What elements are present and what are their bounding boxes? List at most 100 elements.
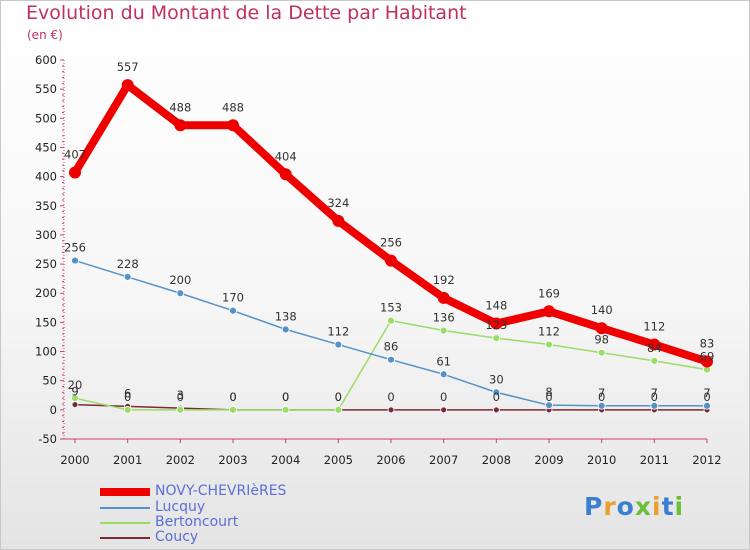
data-point — [545, 340, 553, 349]
x-tick-label: 2011 — [640, 453, 669, 467]
data-point — [437, 291, 450, 304]
data-label: 138 — [275, 309, 297, 323]
data-label: 148 — [485, 299, 507, 313]
logo-letter: o — [616, 492, 635, 521]
y-tick-label: 300 — [35, 228, 57, 242]
data-point — [439, 326, 448, 335]
data-label: 140 — [591, 303, 613, 317]
data-point — [123, 405, 132, 414]
data-point — [648, 338, 661, 351]
data-label: 112 — [643, 320, 665, 334]
data-point — [492, 388, 501, 397]
data-point — [440, 406, 448, 414]
data-point — [174, 119, 187, 132]
legend-label: Coucy — [155, 529, 199, 545]
data-point — [121, 79, 134, 92]
data-point — [123, 273, 132, 281]
data-point — [69, 166, 81, 179]
data-label: 153 — [380, 301, 402, 315]
data-point — [387, 355, 395, 364]
data-point — [176, 289, 185, 298]
data-point — [281, 325, 290, 334]
data-point — [701, 355, 713, 368]
logo-letter: i — [652, 492, 662, 521]
data-label: 256 — [64, 241, 86, 255]
data-label: 9 — [71, 385, 78, 399]
data-label: 256 — [380, 236, 402, 250]
logo-letter: P — [584, 492, 604, 521]
x-tick-label: 2010 — [587, 453, 616, 467]
y-tick-label: 350 — [35, 199, 57, 213]
data-point — [650, 401, 659, 410]
data-label: 0 — [335, 390, 342, 404]
data-label: 0 — [493, 390, 500, 404]
x-tick-label: 2009 — [534, 453, 563, 467]
data-label: 7 — [703, 386, 710, 400]
x-tick-label: 2007 — [429, 453, 458, 467]
data-label: 20 — [68, 378, 83, 392]
y-tick-label: 450 — [35, 140, 57, 154]
data-label: 192 — [433, 273, 455, 287]
data-label: 7 — [598, 386, 605, 400]
data-label: 30 — [489, 372, 504, 386]
data-label: 488 — [169, 100, 191, 114]
data-label: 83 — [700, 336, 715, 350]
y-tick-label: 400 — [35, 170, 57, 184]
data-point — [387, 406, 395, 414]
data-point — [385, 254, 397, 267]
data-label: 0 — [335, 390, 342, 404]
data-label: 69 — [700, 350, 715, 364]
x-tick-label: 2005 — [324, 453, 353, 467]
data-point — [597, 348, 606, 357]
data-point — [71, 256, 79, 265]
data-label: 136 — [433, 311, 455, 325]
data-label: 404 — [275, 149, 297, 163]
data-label: 0 — [703, 390, 710, 404]
y-tick-label: 200 — [35, 286, 57, 300]
data-point — [490, 317, 503, 330]
data-label: 488 — [222, 100, 244, 114]
data-label: 61 — [436, 354, 451, 368]
data-point — [176, 405, 185, 414]
data-label: 123 — [485, 318, 507, 332]
data-point — [229, 306, 237, 315]
data-point — [334, 340, 343, 349]
x-tick-label: 2001 — [113, 453, 142, 467]
data-point — [71, 401, 79, 408]
data-point — [334, 405, 343, 414]
data-point — [543, 305, 555, 318]
data-label: 6 — [124, 386, 131, 400]
y-tick-label: 50 — [42, 374, 57, 388]
data-point — [492, 334, 501, 343]
legend-label: NOVY-CHEVRIèRES — [155, 483, 287, 499]
x-tick-label: 2008 — [482, 453, 511, 467]
y-tick-label: -50 — [38, 432, 57, 446]
data-point — [229, 405, 237, 414]
data-label: 98 — [594, 333, 609, 347]
x-tick-label: 2000 — [60, 453, 89, 467]
logo-letter: r — [603, 492, 617, 521]
data-label: 200 — [169, 273, 191, 287]
data-label: 0 — [229, 390, 236, 404]
data-label: 0 — [651, 390, 658, 404]
x-tick-label: 2012 — [692, 453, 721, 467]
data-label: 170 — [222, 291, 244, 305]
data-label: 0 — [440, 390, 447, 404]
logo-letter: x — [634, 492, 652, 521]
legend-label: Lucquy — [155, 499, 206, 515]
y-tick-label: 0 — [50, 403, 57, 417]
data-label: 112 — [538, 325, 560, 339]
proxiti-logo: Proxiti — [584, 492, 684, 521]
data-point — [279, 168, 292, 181]
data-point — [71, 394, 79, 403]
legend-label: Bertoncourt — [155, 514, 239, 530]
data-point — [597, 401, 606, 410]
x-tick-label: 2002 — [166, 453, 195, 467]
y-tick-label: 550 — [35, 82, 57, 96]
data-point — [439, 370, 448, 379]
data-label: 407 — [64, 148, 86, 162]
data-label: 0 — [177, 390, 184, 404]
data-label: 0 — [229, 390, 236, 404]
data-point — [545, 401, 553, 410]
